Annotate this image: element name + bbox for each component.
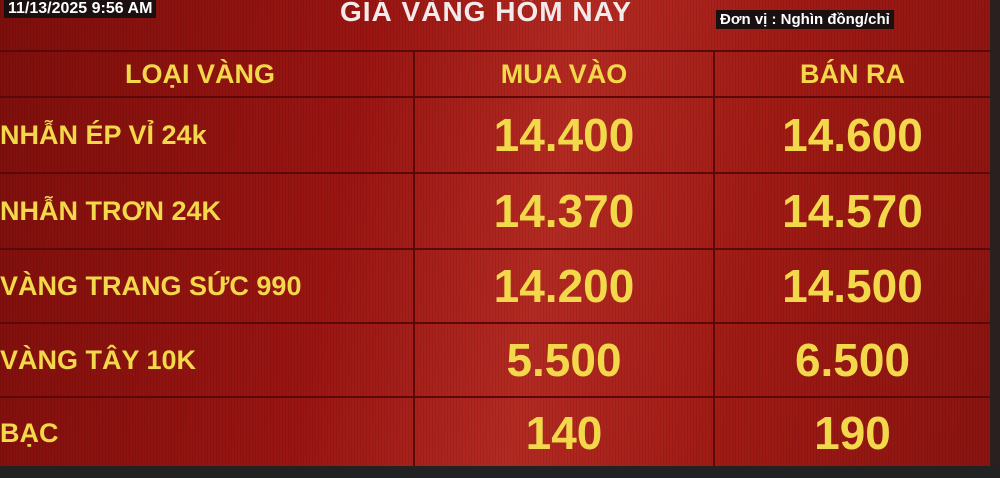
sell-price: 190 bbox=[713, 398, 990, 466]
board-title: GIÁ VÀNG HÔM NAY bbox=[340, 0, 632, 27]
gold-type: NHẪN TRƠN 24K bbox=[0, 195, 222, 226]
sell-price: 14.570 bbox=[713, 174, 990, 248]
screen-bezel-bottom bbox=[0, 466, 1000, 478]
price-board: 11/13/2025 9:56 AM GIÁ VÀNG HÔM NAY Đơn … bbox=[0, 0, 990, 466]
buy-price: 14.400 bbox=[413, 98, 713, 172]
sell-price: 14.500 bbox=[713, 250, 990, 322]
unit-label: Đơn vị : Nghìn đồng/chỉ bbox=[716, 10, 894, 29]
buy-price: 14.200 bbox=[413, 250, 713, 322]
gold-type: VÀNG TÂY 10K bbox=[0, 344, 197, 375]
table-row: NHẪN ÉP VỈ 24k 14.400 14.600 bbox=[0, 96, 990, 172]
gold-type: VÀNG TRANG SỨC 990 bbox=[0, 270, 302, 301]
table-row: BẠC 140 190 bbox=[0, 396, 990, 466]
column-header-type: LOẠI VÀNG bbox=[124, 58, 275, 89]
sell-price: 14.600 bbox=[713, 98, 990, 172]
buy-price: 14.370 bbox=[413, 174, 713, 248]
column-header-buy: MUA VÀO bbox=[413, 52, 713, 96]
timestamp: 11/13/2025 9:56 AM bbox=[4, 0, 157, 18]
sell-price: 6.500 bbox=[713, 324, 990, 396]
screen-bezel-right bbox=[990, 0, 1000, 478]
buy-price: 140 bbox=[413, 398, 713, 466]
table-row: NHẪN TRƠN 24K 14.370 14.570 bbox=[0, 172, 990, 248]
table-row: VÀNG TÂY 10K 5.500 6.500 bbox=[0, 322, 990, 396]
column-header-sell: BÁN RA bbox=[713, 52, 990, 96]
table-header: LOẠI VÀNG MUA VÀO BÁN RA bbox=[0, 50, 990, 96]
buy-price: 5.500 bbox=[413, 324, 713, 396]
gold-type: NHẪN ÉP VỈ 24k bbox=[0, 119, 207, 150]
gold-type: BẠC bbox=[0, 417, 59, 448]
table-row: VÀNG TRANG SỨC 990 14.200 14.500 bbox=[0, 248, 990, 322]
